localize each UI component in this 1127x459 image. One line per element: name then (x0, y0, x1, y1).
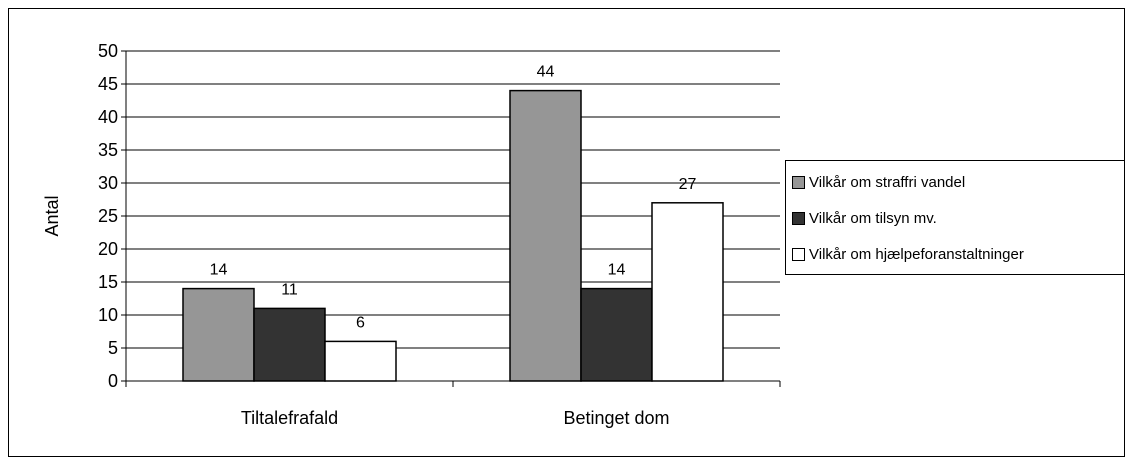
bar-1-1 (182, 287, 255, 382)
x-category-label: Tiltalefrafald (241, 408, 338, 428)
y-axis-label: Antal (42, 195, 62, 236)
data-label: 6 (356, 314, 365, 331)
y-tick-label: 5 (108, 338, 118, 358)
data-label: 11 (281, 281, 298, 298)
y-tick-label: 25 (98, 206, 118, 226)
legend-label-straffri-vandel: Vilkår om straffri vandel (809, 173, 966, 191)
legend: Vilkår om straffri vandel Vilkår om tils… (785, 160, 1125, 275)
data-label: 27 (679, 176, 697, 193)
legend-label-hjaelpeforanstaltninger: Vilkår om hjælpeforanstaltninger (809, 245, 1024, 263)
data-label: 44 (537, 64, 555, 81)
y-tick-label: 20 (98, 239, 118, 259)
data-label: 14 (608, 262, 626, 279)
legend-label-tilsyn: Vilkår om tilsyn mv. (809, 209, 937, 227)
y-tick-label: 30 (98, 173, 118, 193)
y-tick-label: 35 (98, 140, 118, 160)
y-tick-label: 40 (98, 107, 118, 127)
bar-1-2 (509, 89, 582, 382)
legend-swatch-hjaelpeforanstaltninger (792, 247, 805, 261)
y-tick-label: 45 (98, 74, 118, 94)
legend-item-tilsyn: Vilkår om tilsyn mv. (792, 207, 937, 229)
bar-2-2 (580, 287, 653, 382)
data-label: 14 (210, 262, 228, 279)
y-tick-label: 0 (108, 371, 118, 391)
legend-swatch-tilsyn (792, 211, 805, 225)
legend-item-hjaelpeforanstaltninger: Vilkår om hjælpeforanstaltninger (792, 243, 1024, 265)
bar-3-2 (651, 202, 724, 382)
bar-3-1 (324, 340, 397, 382)
x-category-label: Betinget dom (563, 408, 669, 428)
y-tick-label: 10 (98, 305, 118, 325)
y-tick-label: 50 (98, 41, 118, 61)
y-tick-label: 15 (98, 272, 118, 292)
legend-item-straffri-vandel: Vilkår om straffri vandel (792, 171, 965, 193)
bar-2-1 (253, 307, 326, 382)
legend-swatch-straffri-vandel (792, 175, 805, 189)
